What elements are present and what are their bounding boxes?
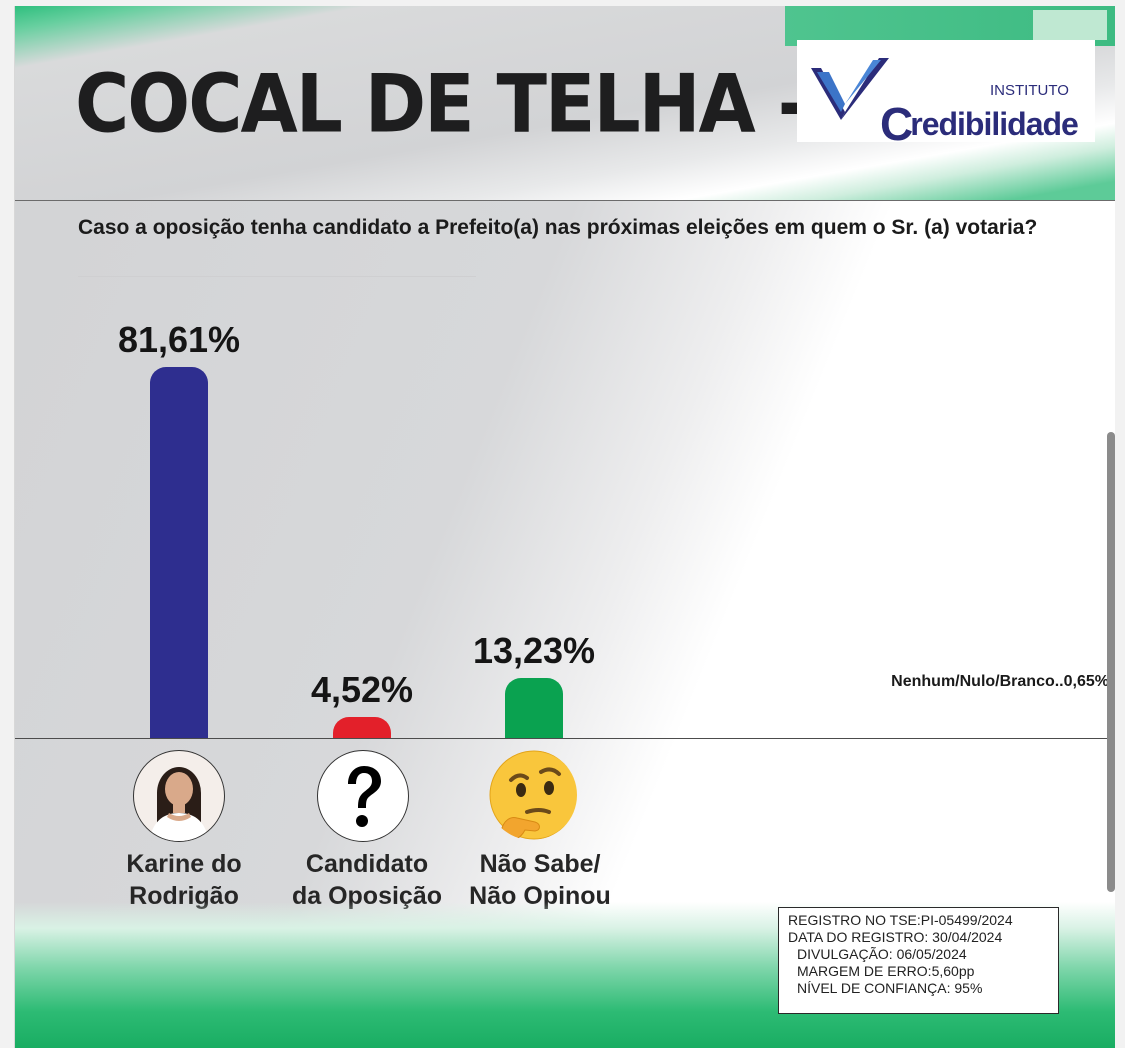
question-mark-icon xyxy=(317,750,409,842)
header-accent xyxy=(785,6,1115,46)
category-label-line: Karine do xyxy=(126,850,242,878)
bar-candidato-oposicao xyxy=(333,717,391,738)
category-label-line: Candidato xyxy=(305,850,429,878)
institute-logo: INSTITUTO Credibilidade xyxy=(797,40,1095,150)
registry-line: DATA DO REGISTRO: 30/04/2024 xyxy=(788,929,1003,945)
bar-nao-sabe xyxy=(505,678,563,738)
thinking-face-icon xyxy=(487,750,577,840)
scrollbar[interactable] xyxy=(1107,432,1115,892)
registry-box: REGISTRO NO TSE:PI-05499/2024 DATA DO RE… xyxy=(778,907,1059,1014)
survey-question: Caso a oposição tenha candidato a Prefei… xyxy=(78,216,1038,239)
logo-small-text: INSTITUTO xyxy=(990,82,1069,99)
registry-line: NÍVEL DE CONFIANÇA: 95% xyxy=(797,980,983,996)
registry-line: REGISTRO NO TSE:PI-05499/2024 xyxy=(788,912,1013,928)
header-divider xyxy=(15,200,1115,201)
checkmark-logo-icon xyxy=(811,58,889,120)
header-accent-nub xyxy=(1033,10,1107,40)
question-underline xyxy=(78,276,476,277)
other-responses-note: Nenhum/Nulo/Branco..0,65% xyxy=(891,673,1109,690)
poll-graphic: COCAL DE TELHA - PI INSTITUTO Credibilid… xyxy=(14,6,1115,1048)
value-label-nao-sabe: 13,23% xyxy=(472,630,596,671)
category-label-line: Não Sabe/ xyxy=(479,850,601,878)
category-label-karine: Karine do Rodrigão xyxy=(89,848,279,912)
registry-line: MARGEM DE ERRO:5,60pp xyxy=(797,963,975,979)
bar-karine xyxy=(150,367,208,738)
value-label-candidato-oposicao: 4,52% xyxy=(310,669,414,710)
value-label-karine: 81,61% xyxy=(117,319,241,360)
logo-brand-text: Credibilidade xyxy=(880,98,1079,150)
page-title: COCAL DE TELHA - PI xyxy=(75,58,910,151)
chart-baseline xyxy=(15,738,1115,739)
person-photo-icon xyxy=(133,750,225,842)
registry-line: DIVULGAÇÃO: 06/05/2024 xyxy=(797,946,967,962)
